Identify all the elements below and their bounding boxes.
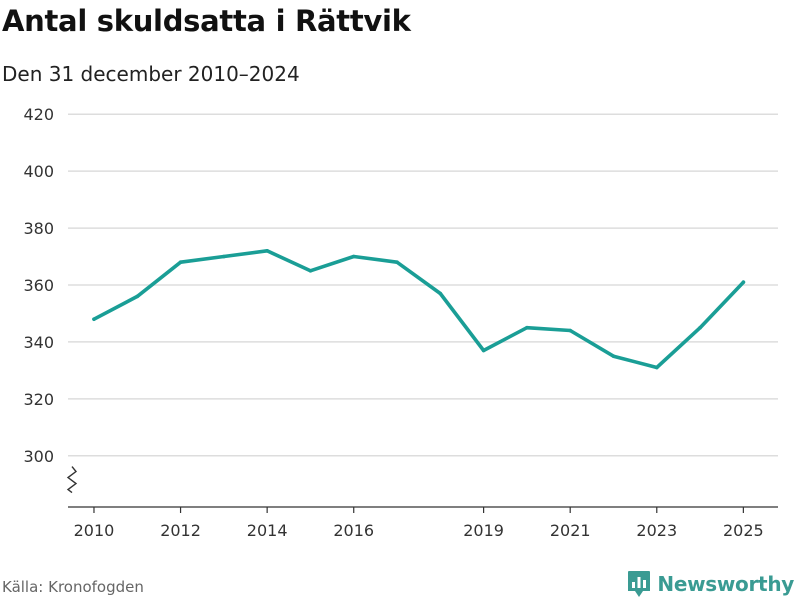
- y-tick-label-300: 300: [23, 447, 54, 466]
- x-tick-label-2023: 2023: [636, 521, 677, 540]
- brand: Newsworthy: [627, 570, 794, 598]
- data-point-2016: [351, 254, 356, 259]
- x-axis: [66, 466, 778, 508]
- x-tick-label-2010: 2010: [74, 521, 115, 540]
- data-point-2023: [654, 365, 659, 370]
- data-point-2022: [611, 354, 616, 358]
- y-tick-label-360: 360: [23, 276, 54, 295]
- x-tick-label-2016: 2016: [333, 521, 374, 540]
- newsworthy-logo-icon: [628, 571, 651, 597]
- data-point-2019: [481, 348, 486, 353]
- data-point-2012: [178, 260, 183, 265]
- data-point-2015: [308, 268, 313, 273]
- series-line-0: [92, 249, 746, 370]
- data-point-2014: [265, 249, 269, 253]
- brand-name: Newsworthy: [657, 572, 794, 596]
- x-tick-label-2012: 2012: [160, 521, 201, 540]
- data-point-2011: [135, 294, 140, 299]
- data-point-2013: [222, 254, 226, 259]
- source-note: Källa: Kronofogden: [2, 578, 144, 596]
- y-tick-label-380: 380: [23, 219, 54, 238]
- chart-subtitle: Den 31 december 2010–2024: [2, 62, 300, 86]
- data-point-2020: [525, 325, 529, 330]
- y-axis-ticks: 300 320 340 360 380 400 420: [23, 105, 54, 466]
- gridlines: [68, 113, 778, 457]
- x-tick-label-2014: 2014: [247, 521, 288, 540]
- x-tick-label-2021: 2021: [550, 521, 591, 540]
- axis-break-icon: [66, 466, 78, 494]
- data-point-2010: [92, 317, 96, 321]
- data-point-2018: [438, 291, 443, 296]
- series-layer: [92, 249, 746, 370]
- y-tick-label-340: 340: [23, 333, 54, 352]
- x-axis-ticks: 2010 2012 2014 2016 2019 2021 2023 2025: [74, 507, 764, 540]
- x-tick-label-2019: 2019: [463, 521, 504, 540]
- y-tick-label-320: 320: [23, 390, 54, 409]
- data-point-2021: [568, 328, 572, 333]
- data-point-2017: [395, 260, 399, 265]
- x-tick-label-2025: 2025: [723, 521, 764, 540]
- chart-title: Antal skuldsatta i Rättvik: [2, 4, 411, 38]
- data-point-2024: [698, 325, 702, 330]
- y-tick-label-420: 420: [23, 105, 54, 124]
- y-tick-label-400: 400: [23, 162, 54, 181]
- data-point-2025: [741, 280, 746, 284]
